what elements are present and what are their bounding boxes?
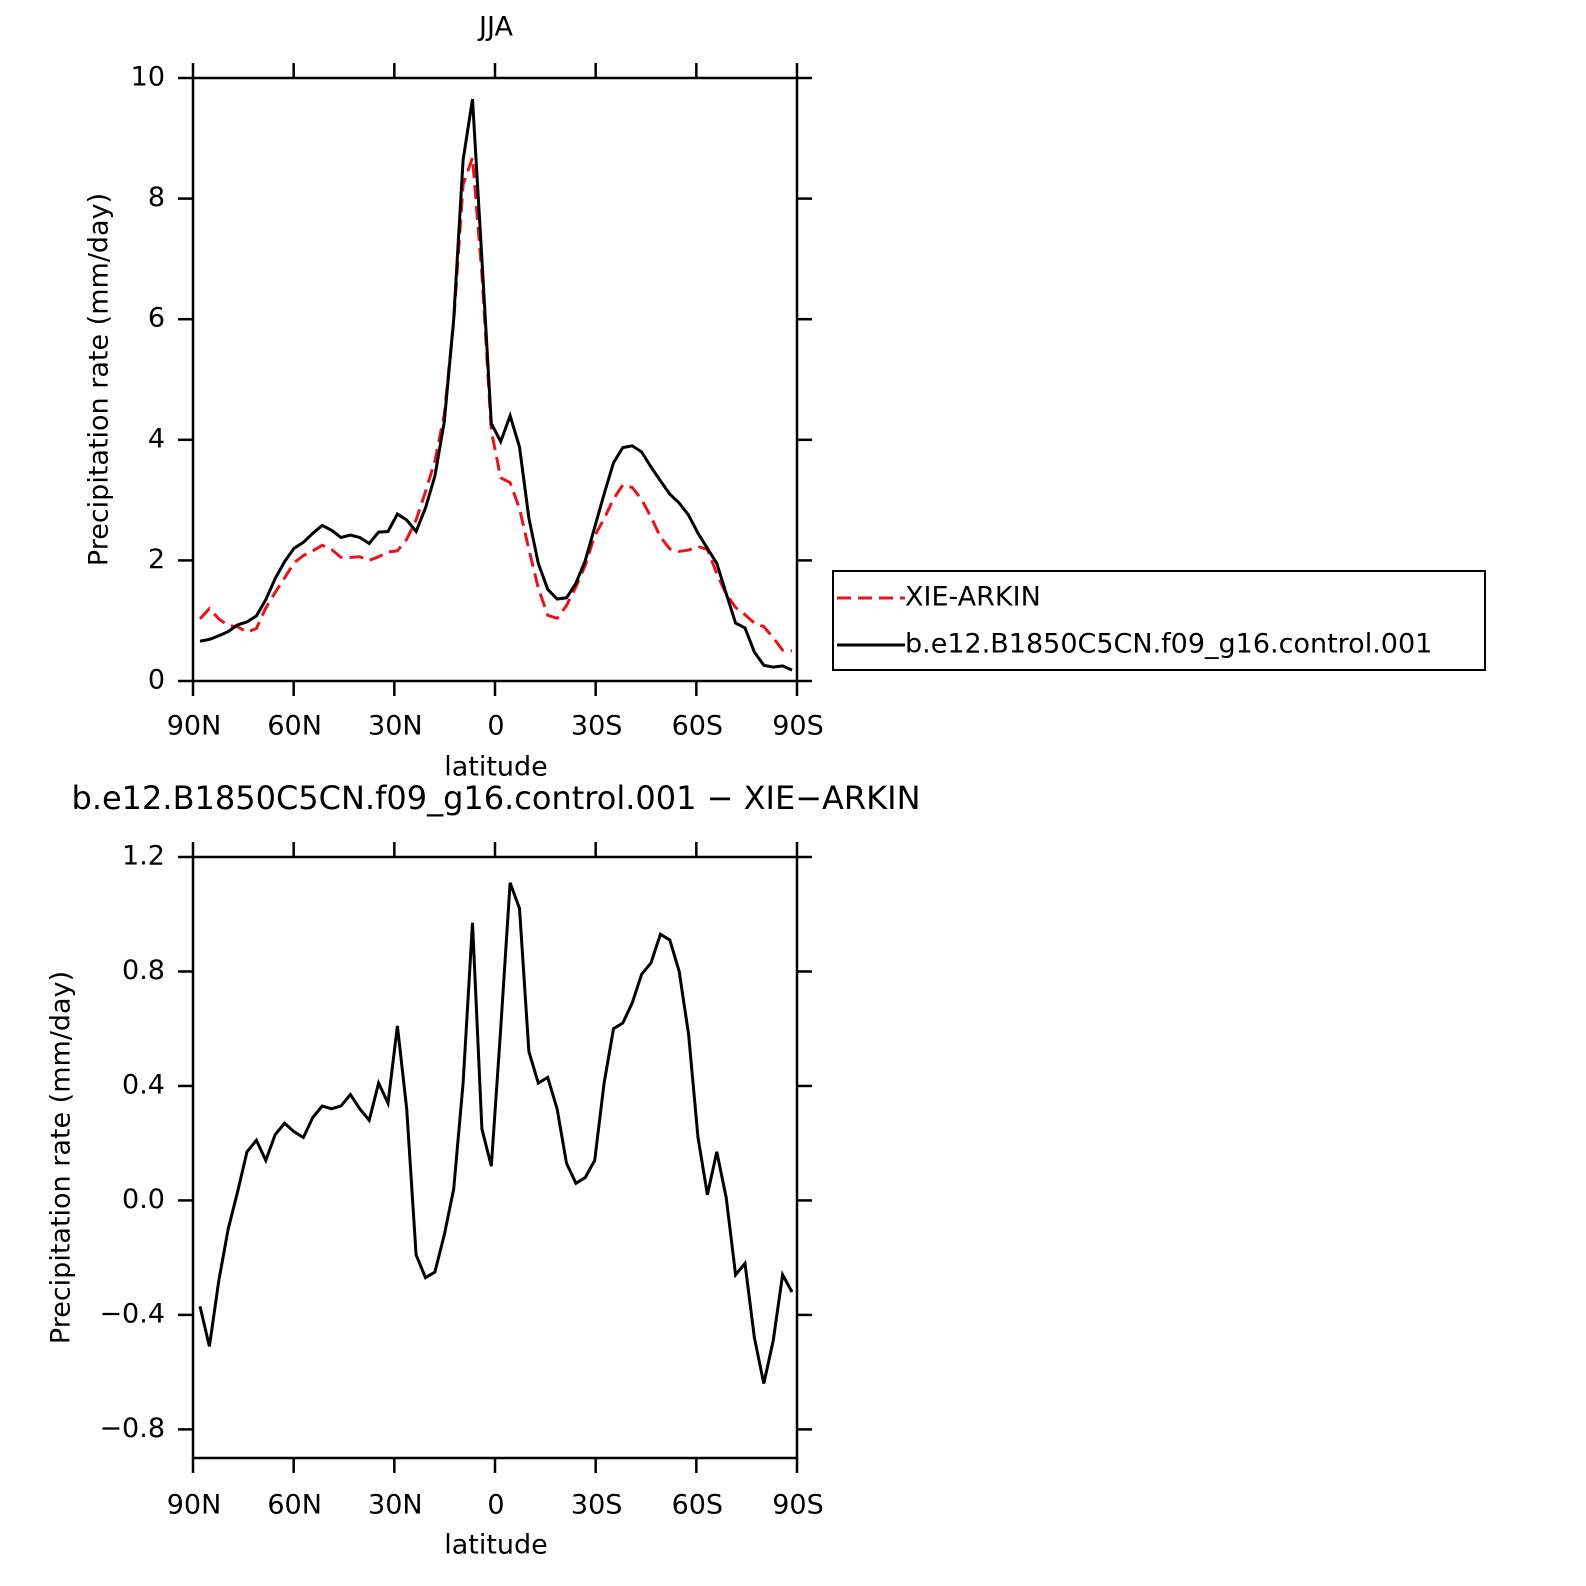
y-tick-label: 8: [148, 182, 165, 213]
y-tick-label: −0.8: [99, 1413, 165, 1444]
y-tick-label: 0.8: [122, 955, 165, 986]
x-axis-label: latitude: [444, 752, 548, 783]
x-tick-label: 90N: [167, 1490, 222, 1521]
y-tick-label: 1.2: [122, 841, 165, 872]
y-axis-label: Precipitation rate (mm/day): [46, 971, 77, 1344]
x-axis-label: latitude: [444, 1530, 548, 1561]
x-tick-label: 30S: [571, 711, 623, 742]
y-tick-label: −0.4: [99, 1298, 165, 1329]
y-tick-label: 0: [148, 665, 165, 696]
y-tick-label: 10: [131, 62, 165, 93]
data-line: [198, 157, 793, 653]
x-tick-label: 0: [487, 1490, 504, 1521]
chart-title: JJA: [477, 12, 513, 43]
data-line: [198, 882, 794, 1384]
x-tick-label: 30N: [368, 711, 423, 742]
y-tick-label: 0.4: [122, 1069, 165, 1100]
x-tick-label: 60S: [672, 711, 724, 742]
y-axis-label: Precipitation rate (mm/day): [84, 193, 115, 566]
y-tick-label: 4: [148, 423, 165, 454]
legend-box: [832, 570, 1486, 671]
y-tick-label: 6: [148, 303, 165, 334]
x-tick-label: 90S: [772, 1490, 824, 1521]
legend-label: XIE-ARKIN: [905, 582, 1041, 613]
x-tick-label: 90S: [772, 711, 824, 742]
x-tick-label: 30S: [571, 1490, 623, 1521]
y-tick-label: 0.0: [122, 1184, 165, 1215]
x-tick-label: 30N: [368, 1490, 423, 1521]
x-tick-label: 60N: [267, 711, 322, 742]
x-tick-label: 0: [487, 711, 504, 742]
x-tick-label: 60N: [267, 1490, 322, 1521]
data-line: [199, 98, 793, 672]
legend-label: b.e12.B1850C5CN.f09_g16.control.001: [905, 629, 1432, 660]
plot-frame: [191, 855, 799, 1460]
x-tick-label: 60S: [672, 1490, 724, 1521]
chart-title: b.e12.B1850C5CN.f09_g16.control.001 − XI…: [72, 779, 921, 817]
x-tick-label: 90N: [167, 711, 222, 742]
y-tick-label: 2: [148, 544, 165, 575]
plot-frame: [191, 76, 799, 683]
